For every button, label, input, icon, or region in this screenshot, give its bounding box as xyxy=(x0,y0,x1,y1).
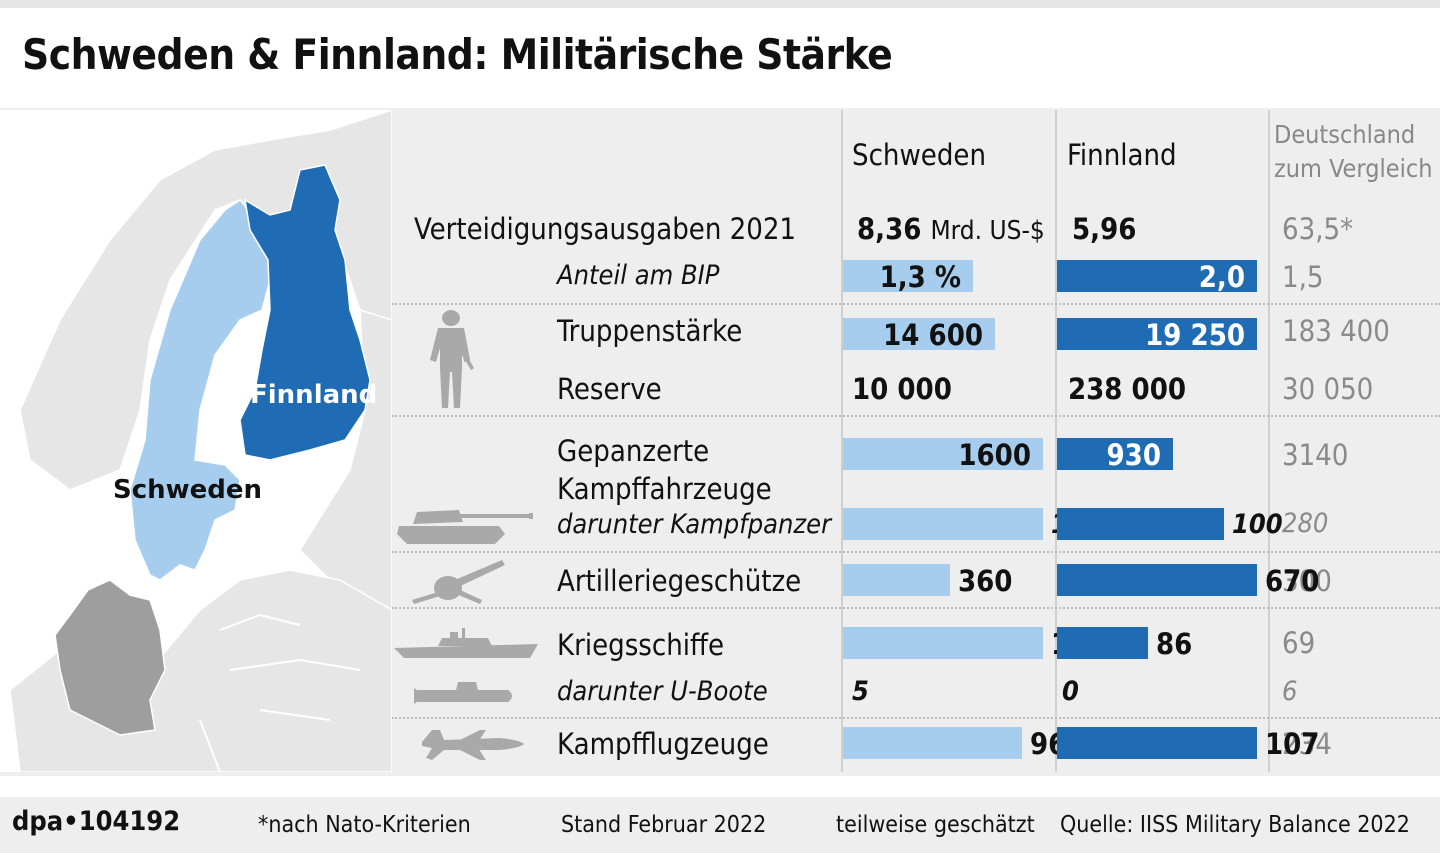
estimate-note: teilweise geschätzt xyxy=(836,812,1035,838)
row-label-submarines: darunter U-Boote xyxy=(557,676,768,707)
fighter-jet-icon xyxy=(422,730,524,760)
finland-shape xyxy=(239,164,371,461)
footer xyxy=(0,797,1440,853)
column-separator xyxy=(1268,110,1270,772)
bar-finland-tanks xyxy=(1057,508,1224,540)
row-separator xyxy=(392,551,1440,553)
value-germany-reserve: 30 050 xyxy=(1282,372,1374,406)
value-sweden-artillery: 360 xyxy=(958,564,1013,598)
map-label-sweden: Schweden xyxy=(113,475,262,505)
column-header-germany: Deutschland zum Vergleich xyxy=(1274,120,1433,183)
value-germany-artillery: 300 xyxy=(1282,564,1332,598)
value-sweden-armored: 1600 xyxy=(958,438,1031,472)
row-label-gdp-share: Anteil am BIP xyxy=(557,260,720,291)
soldier-icon xyxy=(430,310,474,408)
row-label-aircraft: Kampfflugzeuge xyxy=(557,727,769,761)
source-note: Quelle: IISS Military Balance 2022 xyxy=(1060,812,1410,838)
value-finland-artillery: 670 xyxy=(1265,564,1320,598)
value-finland-troops: 19 250 xyxy=(1145,318,1245,352)
bar-sweden-aircraft xyxy=(843,727,1022,759)
row-separator xyxy=(392,415,1440,417)
value-finland-tanks: 100 xyxy=(1232,509,1283,540)
column-header-finland: Finnland xyxy=(1067,138,1177,172)
warship-icon xyxy=(394,628,538,658)
value-germany-armored: 3140 xyxy=(1282,438,1349,472)
row-label-tanks: darunter Kampfpanzer xyxy=(557,509,832,540)
value-germany-gdp-share: 1,5 xyxy=(1282,260,1324,294)
row-label-warships: Kriegsschiffe xyxy=(557,628,725,662)
germany-shape xyxy=(54,579,166,736)
value-germany-aircraft: 234 xyxy=(1282,727,1332,761)
bar-sweden-tanks xyxy=(843,508,1043,540)
value-sweden-reserve: 10 000 xyxy=(852,372,952,406)
scandinavia-map: Finnland Schweden xyxy=(0,110,392,772)
value-sweden-spending: 8,36 Mrd. US-$ xyxy=(857,212,1045,246)
row-separator xyxy=(392,607,1440,609)
bar-sweden-warships xyxy=(843,627,1043,659)
sweden-shape xyxy=(129,199,271,581)
row-label-armored: Gepanzerte Kampffahrzeuge xyxy=(557,434,772,506)
value-sweden-submarines: 5 xyxy=(852,676,869,707)
bar-sweden-troops xyxy=(843,318,995,350)
date-note: Stand Februar 2022 xyxy=(561,812,767,838)
value-finland-warships: 86 xyxy=(1156,627,1193,661)
value-germany-spending: 63,5* xyxy=(1282,212,1354,246)
bar-finland-warships xyxy=(1057,627,1148,659)
column-separator xyxy=(841,110,843,772)
tank-icon xyxy=(397,510,533,544)
value-germany-warships: 69 xyxy=(1282,626,1316,660)
bar-finland-troops xyxy=(1057,318,1257,350)
chart-title: Schweden & Finnland: Militärische Stärke xyxy=(22,30,893,79)
value-finland-gdp_share: 2,0 xyxy=(1198,260,1245,294)
bar-sweden-gdp_share xyxy=(843,260,973,292)
bar-sweden-armored xyxy=(843,438,1043,470)
row-label-troops: Truppenstärke xyxy=(557,314,743,348)
value-finland-reserve: 238 000 xyxy=(1068,372,1186,406)
value-sweden-gdp_share: 1,3 % xyxy=(879,260,961,294)
source-id: dpa•104192 xyxy=(12,806,181,837)
bar-finland-aircraft xyxy=(1057,727,1257,759)
value-germany-submarines: 6 xyxy=(1282,676,1298,707)
value-finland-armored: 930 xyxy=(1106,438,1161,472)
bar-sweden-artillery xyxy=(843,564,950,596)
column-separator xyxy=(1055,110,1057,772)
bar-finland-artillery xyxy=(1057,564,1257,596)
value-finland-aircraft: 107 xyxy=(1265,727,1320,761)
value-germany-tanks: 280 xyxy=(1282,508,1329,539)
row-separator xyxy=(392,303,1440,305)
artillery-icon xyxy=(412,560,505,604)
value-sweden-troops: 14 600 xyxy=(883,318,983,352)
value-germany-troops: 183 400 xyxy=(1282,314,1390,348)
row-separator xyxy=(392,717,1440,719)
bar-finland-armored xyxy=(1057,438,1173,470)
map-label-finland: Finnland xyxy=(250,380,377,410)
top-border xyxy=(0,0,1440,8)
value-finland-spending: 5,96 xyxy=(1072,212,1137,246)
value-finland-submarines: 0 xyxy=(1062,676,1079,707)
row-label-reserve: Reserve xyxy=(557,372,662,406)
footnote: *nach Nato-Kriterien xyxy=(258,812,471,838)
row-label-spending: Verteidigungsausgaben 2021 xyxy=(414,212,797,246)
column-header-sweden: Schweden xyxy=(852,138,987,172)
row-label-artillery: Artilleriegeschütze xyxy=(557,564,802,598)
bar-finland-gdp_share xyxy=(1057,260,1257,292)
submarine-icon xyxy=(414,682,512,704)
